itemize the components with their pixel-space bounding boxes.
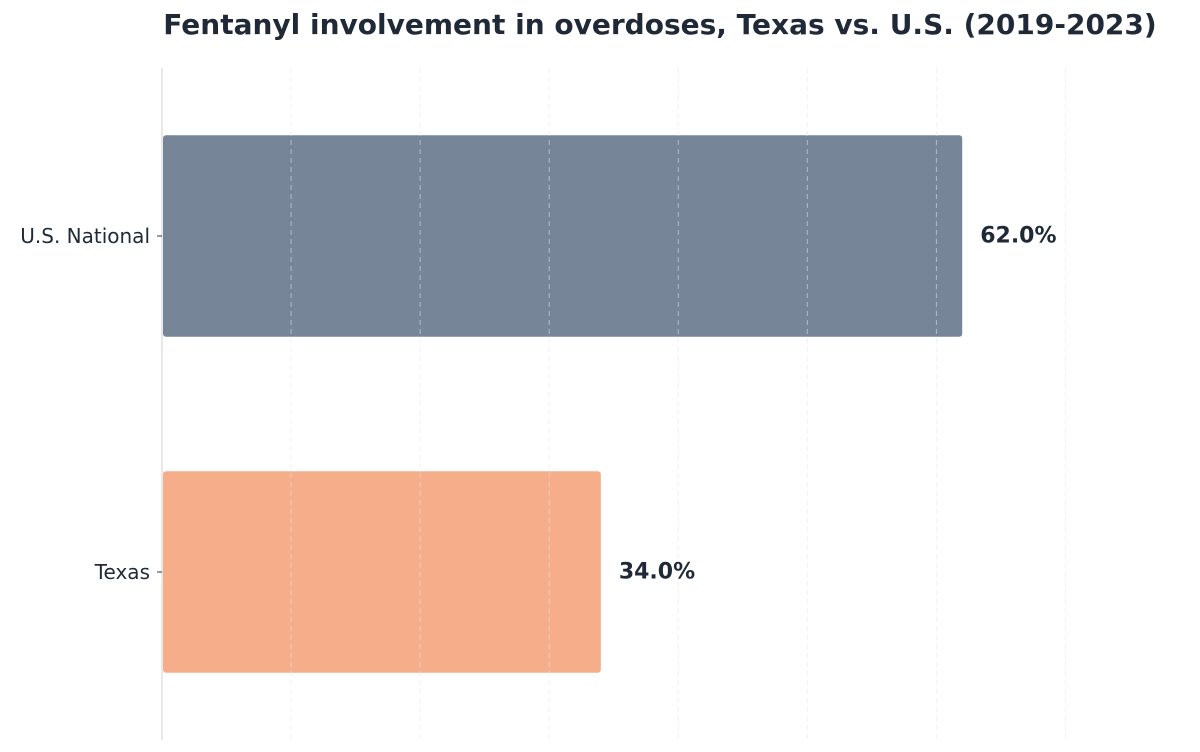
labels: U.S. National 62.0% Texas 34.0% [20,224,1056,585]
value-label: 34.0% [619,560,695,585]
bar-texas [163,471,601,673]
bar-u-s-national [163,135,963,337]
value-label: 62.0% [980,224,1056,249]
bars [163,135,963,673]
category-label: Texas [94,560,150,584]
chart-title: Fentanyl involvement in overdoses, Texas… [163,8,1157,41]
gridlines [290,68,1066,740]
category-label: U.S. National [20,224,150,248]
y-axis-ticks [157,235,162,573]
